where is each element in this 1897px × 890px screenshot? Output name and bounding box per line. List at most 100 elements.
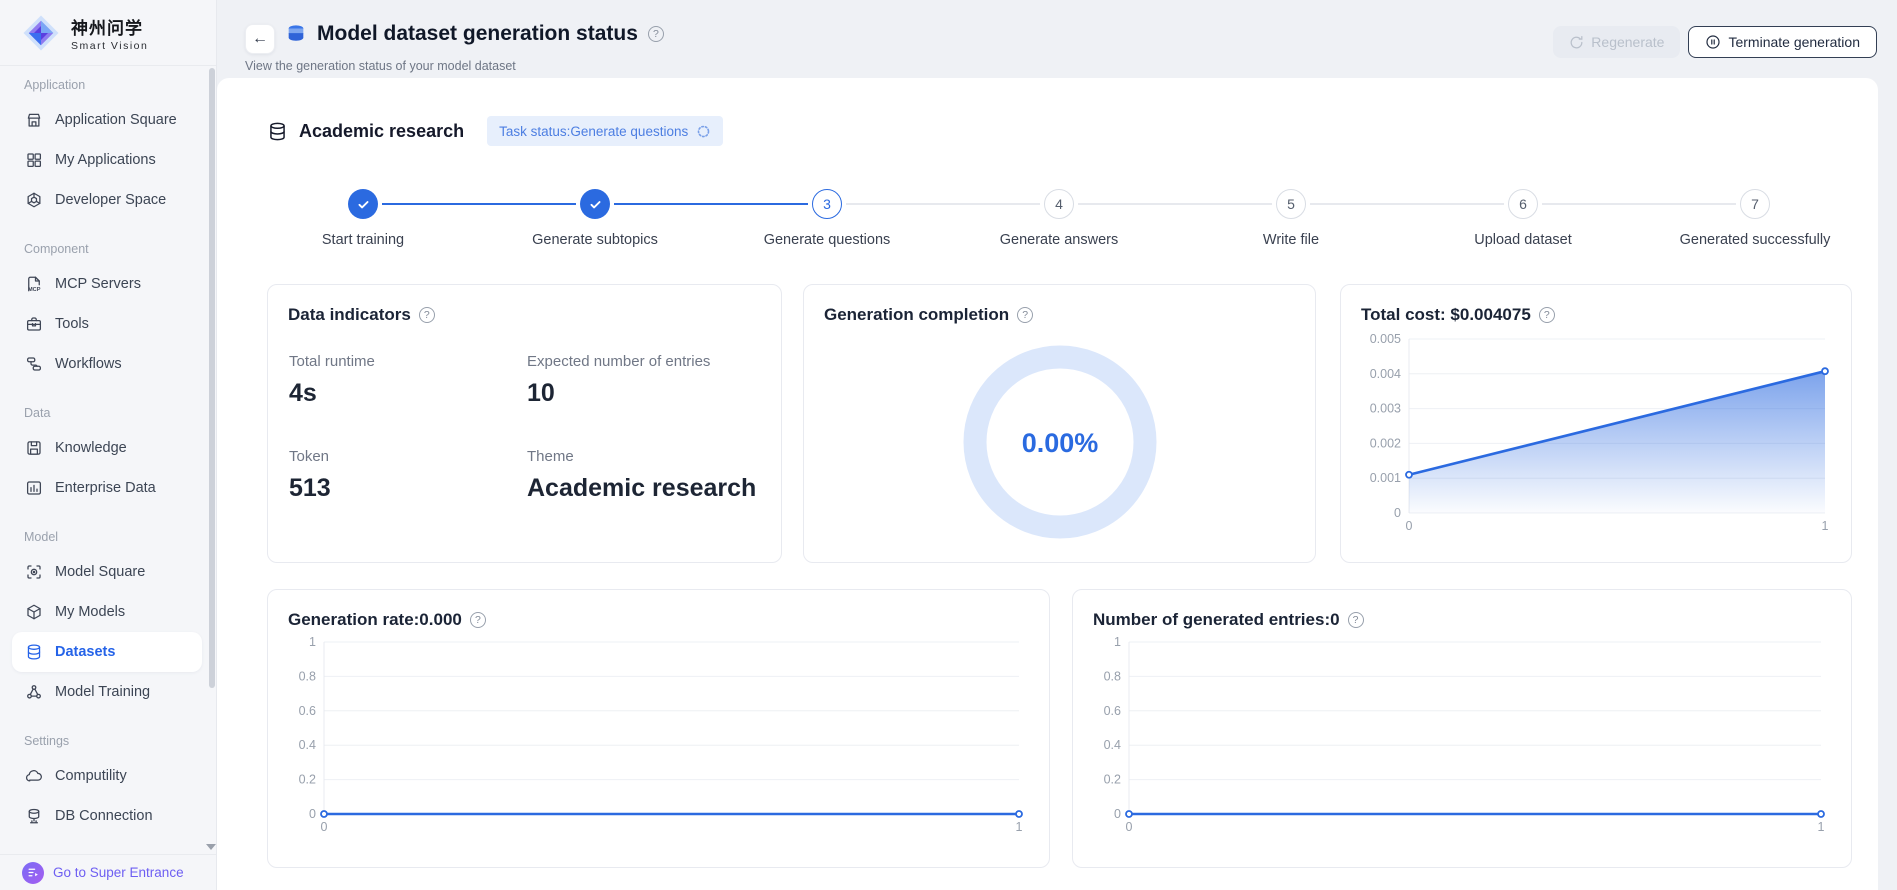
check-icon xyxy=(358,200,368,208)
sidebar-footer[interactable]: Go to Super Entrance xyxy=(0,854,216,890)
step-number: 5 xyxy=(1287,196,1295,212)
svg-text:0.002: 0.002 xyxy=(1370,436,1401,450)
brand-diamond-icon xyxy=(23,15,59,50)
cloud-icon xyxy=(24,767,43,786)
regenerate-icon xyxy=(1570,35,1583,48)
sidebar-item-label: Computility xyxy=(55,768,127,784)
sidebar-item-model-square[interactable]: Model Square xyxy=(0,552,206,592)
total-cost-help-icon[interactable] xyxy=(1538,307,1555,323)
task-status-text: Task status:Generate questions xyxy=(499,123,689,139)
generated-entries-help-icon[interactable] xyxy=(1347,612,1364,628)
step-connector xyxy=(614,203,808,205)
nav-group-label: Data xyxy=(24,406,51,420)
step-number: 4 xyxy=(1055,196,1063,212)
sidebar-item-computility[interactable]: Computility xyxy=(0,756,206,796)
page-title: Model dataset generation status xyxy=(317,22,638,45)
step-circle-3: 3 xyxy=(812,189,842,219)
svg-text:0.004: 0.004 xyxy=(1370,367,1401,381)
sidebar-item-mcp-servers[interactable]: MCP MCP Servers xyxy=(0,264,206,304)
pause-circle-icon xyxy=(1706,35,1721,49)
sidebar-item-workflows[interactable]: Workflows xyxy=(0,344,206,384)
generation-rate-chart: 0 0.2 0.4 0.6 0.8 1 0 1 xyxy=(299,635,1023,834)
step-4: 4 Generate answers xyxy=(943,189,1272,248)
generation-completion-help-icon[interactable] xyxy=(1017,307,1034,323)
metric-expected-number-of-entries: Expected number of entries 10 xyxy=(527,353,761,408)
sidebar-item-label: MCP Servers xyxy=(55,276,141,292)
data-indicators-help-icon[interactable] xyxy=(418,307,435,323)
sidebar-item-tools[interactable]: Tools xyxy=(0,304,206,344)
sidebar-item-model-training[interactable]: Model Training xyxy=(0,672,206,712)
sidebar-item-label: Developer Space xyxy=(55,192,167,208)
svg-text:0.8: 0.8 xyxy=(1104,669,1121,683)
regenerate-button[interactable]: Regenerate xyxy=(1553,26,1681,58)
metric-value: 4s xyxy=(289,379,317,407)
sidebar-item-label: Knowledge xyxy=(55,440,127,456)
sidebar-item-enterprise-data[interactable]: Enterprise Data xyxy=(0,468,206,508)
model-square-icon xyxy=(24,563,43,582)
sidebar-item-datasets[interactable]: Datasets xyxy=(12,632,202,672)
generation-rate-card: Generation rate:0.000 0 0.2 0.4 0.6 0.8 1 0 1 xyxy=(267,589,1050,868)
check-icon xyxy=(590,200,600,208)
step-circle-2 xyxy=(580,189,610,219)
step-circle-7: 7 xyxy=(1740,189,1770,219)
step-7: 7 Generated successfully xyxy=(1639,189,1871,248)
sidebar-item-db-connection[interactable]: DB Connection xyxy=(0,796,206,836)
metric-theme: Theme Academic research xyxy=(527,448,761,503)
step-label: Start training xyxy=(321,232,405,248)
metric-value: 10 xyxy=(527,379,555,407)
db-connection-icon xyxy=(24,807,43,826)
svg-text:0.2: 0.2 xyxy=(1104,773,1121,787)
terminate-generation-button[interactable]: Terminate generation xyxy=(1688,26,1877,58)
metric-label: Theme xyxy=(527,448,574,465)
super-entrance-label: Go to Super Entrance xyxy=(53,865,184,880)
sidebar-scrollbar-down-arrow[interactable] xyxy=(206,844,216,850)
sidebar-item-my-models[interactable]: My Models xyxy=(0,592,206,632)
svg-text:0.005: 0.005 xyxy=(1370,332,1401,346)
step-circle-5: 5 xyxy=(1276,189,1306,219)
molecule-icon xyxy=(24,683,43,702)
sidebar-item-my-applications[interactable]: My Applications xyxy=(0,140,206,180)
sidebar-item-label: Tools xyxy=(55,316,89,332)
svg-text:0: 0 xyxy=(1394,506,1401,520)
dataset-title-icon xyxy=(288,25,304,41)
svg-text:0.6: 0.6 xyxy=(1104,704,1121,718)
workflow-icon xyxy=(24,355,43,374)
bar-chart-icon xyxy=(24,479,43,498)
step-circle-1 xyxy=(348,189,378,219)
svg-text:0: 0 xyxy=(309,807,316,821)
step-label: Generated successfully xyxy=(1679,232,1831,248)
sidebar-item-label: Model Training xyxy=(55,684,151,700)
svg-text:1: 1 xyxy=(1016,820,1023,834)
sidebar-item-developer-space[interactable]: Developer Space xyxy=(0,180,206,220)
top-header-band: ← Model dataset generation status View t… xyxy=(217,0,1897,78)
page-title-help-icon[interactable] xyxy=(647,26,664,42)
svg-text:0.4: 0.4 xyxy=(1104,738,1121,752)
page-subtitle: View the generation status of your model… xyxy=(245,59,516,73)
data-indicators-card: Data indicators Total runtime 4s Expected … xyxy=(267,284,782,563)
nav-group-settings: Settings Computility DB Connection xyxy=(0,734,216,836)
brand-logo: 神州问学 Smart Vision xyxy=(0,0,216,66)
back-button[interactable]: ← xyxy=(245,24,275,54)
sidebar-item-knowledge[interactable]: Knowledge xyxy=(0,428,206,468)
generation-completion-title: Generation completion xyxy=(824,305,1010,324)
step-label: Upload dataset xyxy=(1474,232,1572,248)
svg-text:0.6: 0.6 xyxy=(299,704,316,718)
storefront-icon xyxy=(24,111,43,130)
mcp-file-icon: MCP xyxy=(24,275,43,294)
step-6: 6 Upload dataset xyxy=(1407,189,1736,248)
metric-value: Academic research xyxy=(527,474,757,502)
metric-label: Total runtime xyxy=(289,353,375,370)
generation-rate-help-icon[interactable] xyxy=(469,612,486,628)
sidebar-item-label: My Models xyxy=(55,604,126,620)
sidebar-item-label: My Applications xyxy=(55,152,156,168)
progress-stepper: Start training Generate subtopics 3 Generat… xyxy=(247,189,1871,248)
svg-text:1: 1 xyxy=(1114,635,1121,649)
brand-name-en: Smart Vision xyxy=(71,39,149,52)
nav-group-application: Application Application Square My Applicat… xyxy=(0,78,216,220)
main-panel: Academic research Task status:Generate q… xyxy=(217,78,1878,890)
sidebar-scrollbar-thumb[interactable] xyxy=(209,68,215,688)
sidebar-item-application-square[interactable]: Application Square xyxy=(0,100,206,140)
svg-text:0.001: 0.001 xyxy=(1370,471,1401,485)
svg-text:0.4: 0.4 xyxy=(299,738,316,752)
total-cost-card: Total cost: $0.004075 0 0.001 0.002 0.003 0.… xyxy=(1340,284,1852,563)
